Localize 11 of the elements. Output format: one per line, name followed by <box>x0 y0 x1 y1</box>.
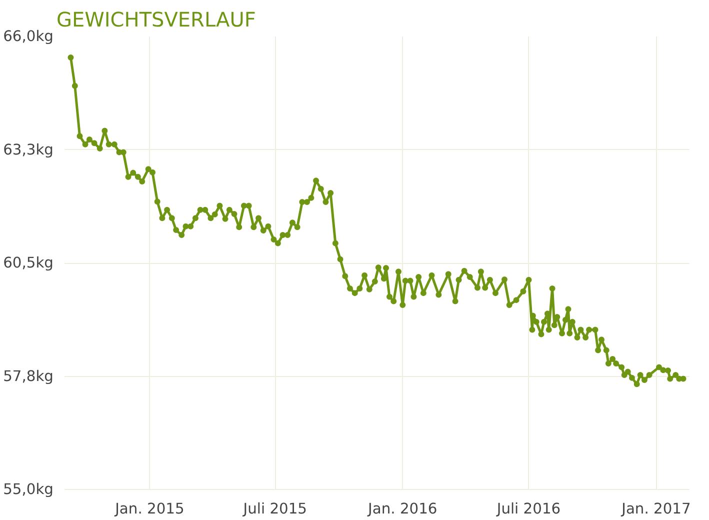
y-tick-label: 60,5kg <box>3 254 54 272</box>
x-tick-label: Jan. 2017 <box>620 500 691 518</box>
x-tick-label: Jan. 2016 <box>367 500 438 518</box>
x-tick-label: Juli 2016 <box>496 500 561 518</box>
y-tick-label: 55,0kg <box>3 481 54 498</box>
x-tick-label: Jan. 2015 <box>114 500 184 518</box>
y-tick-label: 66,0kg <box>3 28 54 45</box>
chart-title: GEWICHTSVERLAUF <box>56 8 256 32</box>
y-tick-label: 57,8kg <box>3 368 54 385</box>
x-tick-label: Juli 2015 <box>242 500 308 518</box>
y-tick-label: 63,3kg <box>3 141 54 158</box>
